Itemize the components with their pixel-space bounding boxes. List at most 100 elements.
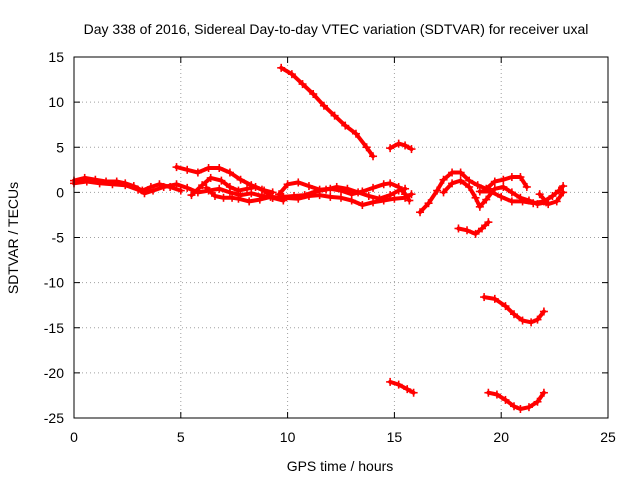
series-arc-17	[484, 388, 548, 413]
data-point	[456, 176, 465, 185]
data-point	[379, 180, 388, 189]
data-point	[409, 388, 418, 397]
data-point	[290, 191, 299, 200]
data-point	[454, 224, 463, 233]
data-point	[198, 181, 207, 190]
data-point	[475, 187, 484, 196]
series-arc-8	[277, 63, 378, 161]
data-point	[202, 183, 211, 192]
data-point	[490, 294, 499, 303]
data-point	[416, 208, 425, 217]
data-point	[407, 145, 416, 154]
data-point	[386, 144, 395, 153]
x-tick-label: 0	[70, 429, 78, 445]
data-point	[95, 179, 104, 188]
data-point	[471, 229, 480, 238]
data-point	[319, 101, 328, 110]
y-tick-label: 10	[48, 94, 64, 110]
data-point	[510, 402, 519, 411]
series-arc-10	[416, 168, 531, 217]
plot-frame	[73, 56, 609, 419]
data-point	[215, 164, 224, 173]
data-point	[362, 143, 371, 152]
data-point	[275, 190, 284, 199]
data-point	[499, 175, 508, 184]
data-point	[234, 186, 243, 195]
data-point	[183, 183, 192, 192]
data-point	[172, 180, 181, 189]
data-point	[539, 388, 548, 397]
x-tick-label: 15	[387, 429, 403, 445]
series-line	[388, 141, 414, 152]
data-point	[343, 184, 352, 193]
series-line	[482, 295, 546, 325]
data-point	[341, 121, 350, 130]
data-point	[529, 199, 538, 208]
data-point	[236, 175, 245, 184]
data-point	[559, 188, 568, 197]
data-point	[247, 189, 256, 198]
series-arc-15	[480, 293, 548, 327]
data-point	[544, 200, 553, 209]
y-tick-label: 5	[56, 139, 64, 155]
x-tick-label: 10	[280, 429, 296, 445]
data-point	[311, 187, 320, 196]
data-point	[394, 139, 403, 148]
data-point	[354, 188, 363, 197]
data-point	[337, 193, 345, 202]
data-point	[386, 179, 395, 188]
data-point	[300, 191, 309, 200]
data-point	[456, 168, 465, 177]
data-point	[149, 186, 158, 195]
data-point	[322, 185, 331, 194]
data-point	[298, 80, 307, 89]
data-point	[294, 178, 303, 187]
data-point	[210, 191, 219, 200]
data-point	[287, 70, 296, 79]
data-point	[518, 316, 527, 325]
x-tick-label: 25	[600, 429, 616, 445]
data-point	[206, 173, 215, 182]
series-arc-9	[386, 139, 416, 154]
data-point	[82, 177, 91, 186]
data-point	[486, 187, 495, 196]
data-point	[490, 177, 499, 186]
axis-ticks: 0 5 10 15 20 25 15 10 5 0 -5 -10 -15 -20 -25	[44, 49, 616, 445]
series-line	[477, 184, 566, 206]
x-tick-label: 5	[177, 429, 185, 445]
series-arc-6	[275, 178, 414, 205]
data-point	[245, 197, 254, 206]
data-point	[552, 197, 561, 206]
data-point	[439, 175, 448, 184]
data-point	[266, 192, 275, 201]
data-point	[394, 186, 403, 195]
series-line	[279, 65, 375, 159]
data-point	[554, 186, 563, 195]
data-point	[439, 188, 448, 197]
data-point	[535, 190, 544, 199]
data-point	[121, 181, 130, 190]
data-point	[215, 184, 224, 193]
data-point	[309, 90, 318, 99]
data-point	[386, 191, 395, 200]
y-tick-label: -25	[44, 410, 64, 426]
data-point	[492, 390, 501, 399]
data-point	[183, 165, 192, 174]
x-axis-label: GPS time / hours	[287, 458, 394, 474]
series-arc-13	[535, 188, 568, 209]
y-tick-label: 0	[56, 184, 64, 200]
data-point	[401, 141, 410, 150]
data-point	[332, 182, 341, 191]
data-point	[401, 184, 410, 193]
grid	[74, 57, 608, 418]
data-point	[403, 385, 412, 394]
series-line	[537, 190, 566, 207]
data-point	[108, 180, 117, 189]
data-point	[499, 182, 508, 191]
data-point	[516, 173, 525, 182]
data-point	[351, 129, 360, 138]
data-point	[277, 63, 286, 72]
data-point	[326, 192, 335, 201]
data-point	[390, 194, 399, 203]
data-point	[424, 199, 433, 208]
